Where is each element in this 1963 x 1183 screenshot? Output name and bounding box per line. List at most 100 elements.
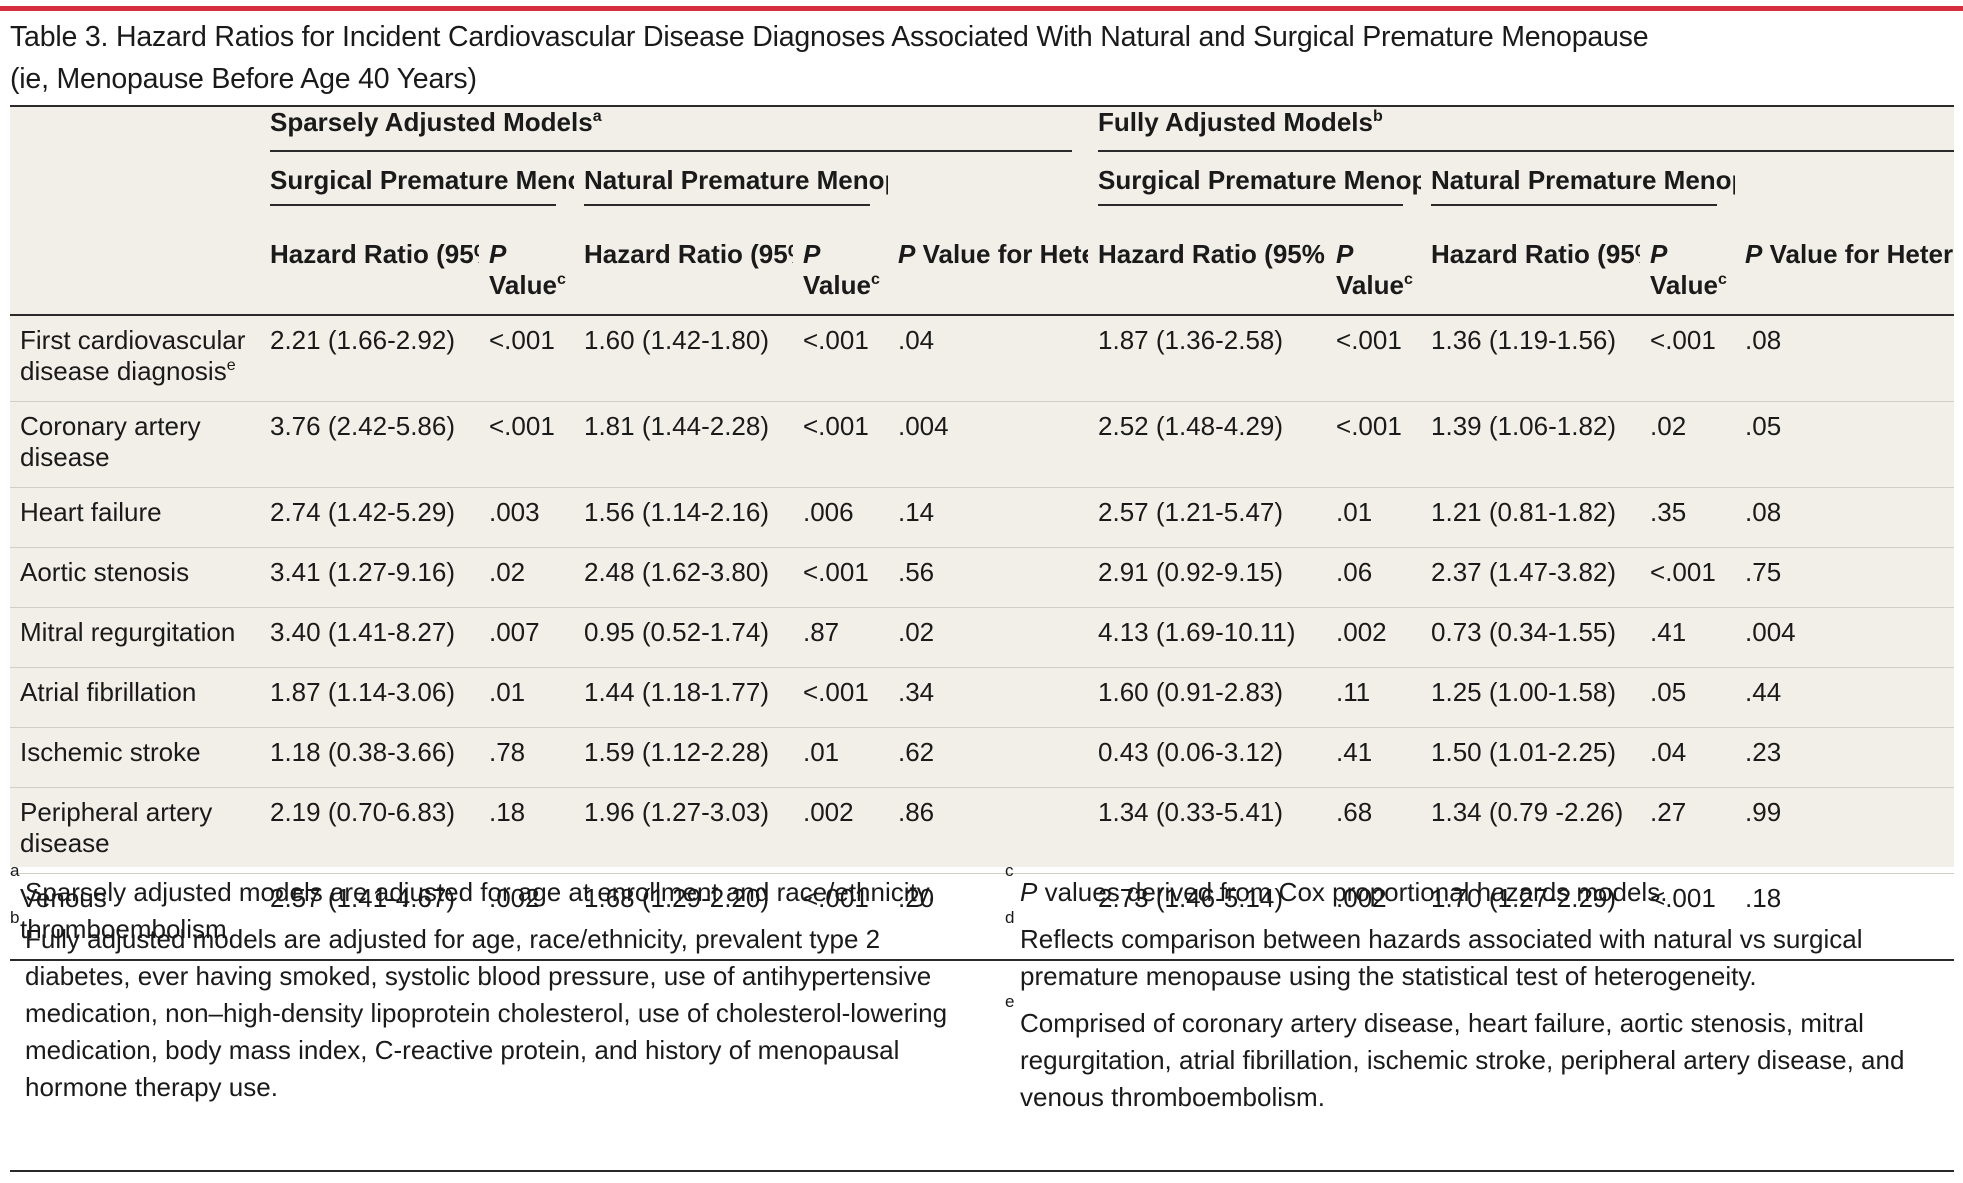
sparse-natural-p: <.001: [793, 873, 888, 961]
full-natural-p: .04: [1640, 727, 1736, 788]
footnotes-left: a Sparsely adjusted models are adjusted f…: [10, 861, 970, 1116]
sparse-surgical-hr: 1.87 (1.14-3.06): [260, 667, 479, 728]
full-surgical-hr: 2.52 (1.48-4.29): [1088, 401, 1327, 488]
full-surgical-hr: 2.73 (1.46-5.14): [1088, 873, 1327, 961]
full-natural-p: <.001: [1640, 315, 1736, 402]
col-hazard-ratio: Hazard Ratio (95% CI): [1421, 239, 1641, 316]
full-natural-hr: 1.34 (0.79 -2.26): [1421, 787, 1641, 874]
sparse-surgical-p: .78: [479, 727, 574, 788]
full-surgical-p: .06: [1326, 547, 1422, 608]
sparse-natural-p: .002: [793, 787, 888, 874]
hazard-ratio-table: Sparsely Adjusted Modelsa Fully Adjusted…: [10, 107, 1955, 961]
sparse-p-heterogeneity: .04: [888, 315, 1089, 402]
row-label: Venous thromboembolism: [10, 873, 260, 961]
full-surgical-p: .002: [1326, 873, 1422, 961]
full-group-header: Fully Adjusted Modelsb: [1088, 107, 1955, 165]
sparse-surgical-p: .007: [479, 607, 574, 668]
footnote-a: a Sparsely adjusted models are adjusted f…: [10, 861, 936, 907]
row-label: First cardiovascular disease diagnosise: [10, 315, 260, 402]
sparse-natural-hr: 1.56 (1.14-2.16): [574, 487, 793, 548]
sparse-surgical-p: .18: [479, 787, 574, 874]
sparse-natural-p: <.001: [793, 315, 888, 402]
full-p-heterogeneity: .99: [1735, 787, 1955, 874]
sparse-natural-hr: 1.59 (1.12-2.28): [574, 727, 793, 788]
col-hazard-ratio: Hazard Ratio (95% CI): [574, 239, 793, 316]
sparse-natural-p: .87: [793, 607, 888, 668]
sparse-natural-hr: 1.81 (1.44-2.28): [574, 401, 793, 488]
table-row: Atrial fibrillation 1.87 (1.14-3.06) .01 1.…: [10, 667, 1955, 728]
full-surgical-p: .68: [1326, 787, 1422, 874]
full-natural-p: .02: [1640, 401, 1736, 488]
full-p-heterogeneity: .18: [1735, 873, 1955, 961]
sparse-natural-p: .01: [793, 727, 888, 788]
full-natural-p: .27: [1640, 787, 1736, 874]
full-surgical-hr: 1.60 (0.91-2.83): [1088, 667, 1327, 728]
full-surgical-p: .41: [1326, 727, 1422, 788]
row-label: Heart failure: [10, 487, 260, 548]
full-p-heterogeneity: .08: [1735, 315, 1955, 402]
full-surgical-hr: 1.34 (0.33-5.41): [1088, 787, 1327, 874]
table-body: First cardiovascular disease diagnosise 2…: [10, 315, 1955, 961]
table-row: Mitral regurgitation 3.40 (1.41-8.27) .007…: [10, 607, 1955, 668]
sparse-surgical-header: Surgical Premature Menopause: [260, 165, 574, 239]
sparse-p-heterogeneity: .34: [888, 667, 1089, 728]
table-title-line2: (ie, Menopause Before Age 40 Years): [10, 63, 477, 95]
sparse-group-header: Sparsely Adjusted Modelsa: [260, 107, 1088, 165]
header-group-row: Sparsely Adjusted Modelsa Fully Adjusted…: [10, 107, 1955, 165]
full-surgical-p: <.001: [1326, 401, 1422, 488]
col-p-value: P Valuec: [793, 239, 888, 316]
sparse-p-heterogeneity: .56: [888, 547, 1089, 608]
col-p-value: P Valuec: [479, 239, 574, 316]
full-surgical-hr: 1.87 (1.36-2.58): [1088, 315, 1327, 402]
sparse-surgical-hr: 1.18 (0.38-3.66): [260, 727, 479, 788]
full-natural-hr: 1.36 (1.19-1.56): [1421, 315, 1641, 402]
full-natural-hr: 2.37 (1.47-3.82): [1421, 547, 1641, 608]
sparse-surgical-hr: 2.74 (1.42-5.29): [260, 487, 479, 548]
footnote-b: b Fully adjusted models are adjusted for …: [10, 908, 948, 1102]
full-surgical-p: .11: [1326, 667, 1422, 728]
row-label: Mitral regurgitation: [10, 607, 260, 668]
sparse-surgical-p: <.001: [479, 315, 574, 402]
sparse-surgical-hr: 3.41 (1.27-9.16): [260, 547, 479, 608]
sparse-p-heterogeneity: .02: [888, 607, 1089, 668]
sparse-surgical-p: .02: [479, 547, 574, 608]
sparse-surgical-p: .002: [479, 873, 574, 961]
sparse-natural-hr: 1.68 (1.29-2.20): [574, 873, 793, 961]
col-p-value: P Valuec: [1326, 239, 1422, 316]
full-p-heterogeneity: .23: [1735, 727, 1955, 788]
sparse-natural-hr: 1.44 (1.18-1.77): [574, 667, 793, 728]
full-p-heterogeneity: .004: [1735, 607, 1955, 668]
full-natural-header: Natural Premature Menopause: [1421, 165, 1735, 239]
full-natural-hr: 1.25 (1.00-1.58): [1421, 667, 1641, 728]
row-label: Aortic stenosis: [10, 547, 260, 608]
table-row: Ischemic stroke 1.18 (0.38-3.66) .78 1.59 (…: [10, 727, 1955, 788]
full-natural-hr: 1.21 (0.81-1.82): [1421, 487, 1641, 548]
sparse-p-heterogeneity: .004: [888, 401, 1089, 488]
sparse-natural-p: <.001: [793, 401, 888, 488]
full-p-heterogeneity: .75: [1735, 547, 1955, 608]
full-natural-hr: 1.39 (1.06-1.82): [1421, 401, 1641, 488]
sparse-surgical-p: .01: [479, 667, 574, 728]
sparse-p-heterogeneity: .14: [888, 487, 1089, 548]
full-surgical-p: <.001: [1326, 315, 1422, 402]
sparse-natural-p: .006: [793, 487, 888, 548]
row-label: Coronary artery disease: [10, 401, 260, 488]
sparse-surgical-p: .003: [479, 487, 574, 548]
full-natural-hr: 1.50 (1.01-2.25): [1421, 727, 1641, 788]
sparse-natural-hr: 0.95 (0.52-1.74): [574, 607, 793, 668]
full-surgical-p: .01: [1326, 487, 1422, 548]
sparse-surgical-hr: 2.19 (0.70-6.83): [260, 787, 479, 874]
table-row: Venous thromboembolism 2.57 (1.41-4.67) .0…: [10, 873, 1955, 961]
col-p-value: P Valuec: [1640, 239, 1736, 316]
table-row: Peripheral artery disease 2.19 (0.70-6.83…: [10, 787, 1955, 874]
sparse-natural-hr: 1.60 (1.42-1.80): [574, 315, 793, 402]
full-surgical-p: .002: [1326, 607, 1422, 668]
full-natural-hr: 1.70 (1.27-2.29): [1421, 873, 1641, 961]
row-label: Ischemic stroke: [10, 727, 260, 788]
full-natural-p: .35: [1640, 487, 1736, 548]
full-surgical-header: Surgical Premature Menopause: [1088, 165, 1421, 239]
sparse-surgical-hr: 3.40 (1.41-8.27): [260, 607, 479, 668]
full-natural-p: .05: [1640, 667, 1736, 728]
